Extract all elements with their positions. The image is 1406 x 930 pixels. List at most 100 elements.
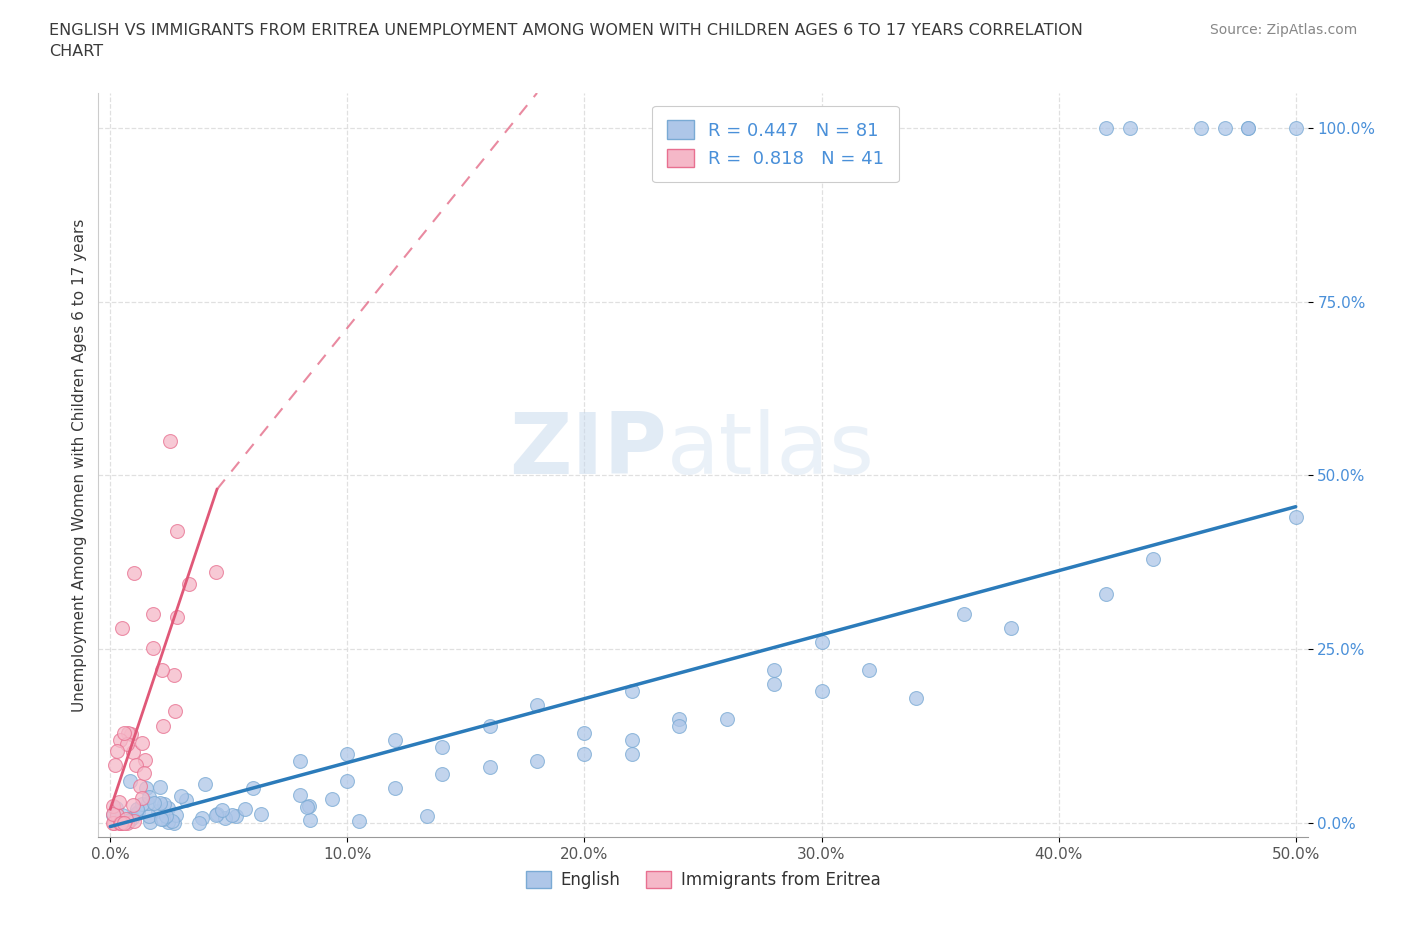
Point (114, 812, 136, 827)
Point (288, 788, 311, 803)
Point (156, 815, 179, 830)
Point (298, 812, 321, 827)
Point (620, 746, 643, 761)
Point (131, 790, 153, 805)
Point (620, 732, 643, 747)
Point (321, 792, 343, 807)
Point (194, 777, 217, 791)
Point (152, 811, 174, 826)
Point (668, 718, 690, 733)
Point (163, 704, 186, 719)
Point (112, 725, 135, 740)
Point (1237, 120, 1260, 135)
Point (905, 690, 928, 705)
Point (103, 816, 125, 830)
Point (101, 806, 124, 821)
Point (155, 809, 177, 824)
Point (117, 725, 139, 740)
Point (104, 811, 127, 826)
Point (138, 808, 160, 823)
Point (108, 794, 131, 809)
Point (478, 718, 501, 733)
Point (810, 635, 832, 650)
Point (136, 796, 159, 811)
Point (225, 809, 247, 824)
Point (104, 758, 127, 773)
Point (574, 746, 596, 761)
Point (214, 810, 236, 825)
Point (205, 806, 228, 821)
Point (108, 733, 131, 748)
Point (668, 711, 690, 726)
Point (432, 739, 454, 754)
Point (118, 814, 141, 829)
Point (122, 745, 145, 760)
Point (120, 726, 142, 741)
Point (810, 684, 832, 698)
Point (108, 816, 131, 830)
Point (101, 816, 124, 830)
Point (763, 677, 786, 692)
Point (129, 778, 152, 793)
Point (125, 758, 148, 773)
Point (1213, 120, 1236, 135)
Text: atlas: atlas (666, 408, 875, 492)
Point (107, 744, 129, 759)
Point (111, 807, 134, 822)
Point (432, 767, 454, 782)
Point (952, 607, 974, 622)
Point (105, 808, 128, 823)
Point (336, 746, 359, 761)
Point (160, 814, 183, 829)
Point (152, 719, 174, 734)
Point (191, 811, 214, 826)
Point (384, 732, 406, 747)
Point (105, 800, 128, 815)
Point (1142, 551, 1164, 566)
Point (131, 797, 153, 812)
Point (416, 809, 439, 824)
Point (156, 801, 179, 816)
Point (526, 753, 548, 768)
Point (205, 565, 228, 579)
Point (478, 760, 501, 775)
Point (235, 802, 257, 817)
Point (242, 781, 264, 796)
Point (163, 816, 186, 830)
Point (166, 524, 188, 538)
Point (131, 736, 153, 751)
Point (716, 711, 738, 726)
Point (135, 780, 157, 795)
Legend: R = 0.447   N = 81, R =  0.818   N = 41: R = 0.447 N = 81, R = 0.818 N = 41 (652, 106, 898, 182)
Text: Source: ZipAtlas.com: Source: ZipAtlas.com (1209, 23, 1357, 37)
Point (122, 565, 145, 580)
Point (105, 809, 128, 824)
Point (134, 752, 156, 767)
Point (384, 781, 406, 796)
Point (146, 804, 169, 818)
Point (110, 816, 132, 830)
Point (120, 774, 142, 789)
Point (101, 799, 124, 814)
Point (125, 806, 148, 821)
Point (153, 797, 176, 812)
Point (166, 609, 188, 624)
Point (858, 663, 880, 678)
Point (347, 814, 370, 829)
Point (204, 807, 226, 822)
Point (1119, 120, 1142, 135)
Point (121, 798, 143, 813)
Point (574, 725, 596, 740)
Point (170, 789, 193, 804)
Point (127, 804, 149, 819)
Point (149, 795, 172, 810)
Point (115, 814, 138, 829)
Point (1000, 621, 1022, 636)
Point (152, 663, 174, 678)
Point (1095, 586, 1118, 601)
Point (115, 816, 138, 830)
Point (288, 753, 311, 768)
Point (132, 765, 155, 780)
Point (177, 577, 200, 591)
Text: ENGLISH VS IMMIGRANTS FROM ERITREA UNEMPLOYMENT AMONG WOMEN WITH CHILDREN AGES 6: ENGLISH VS IMMIGRANTS FROM ERITREA UNEMP… (49, 23, 1083, 60)
